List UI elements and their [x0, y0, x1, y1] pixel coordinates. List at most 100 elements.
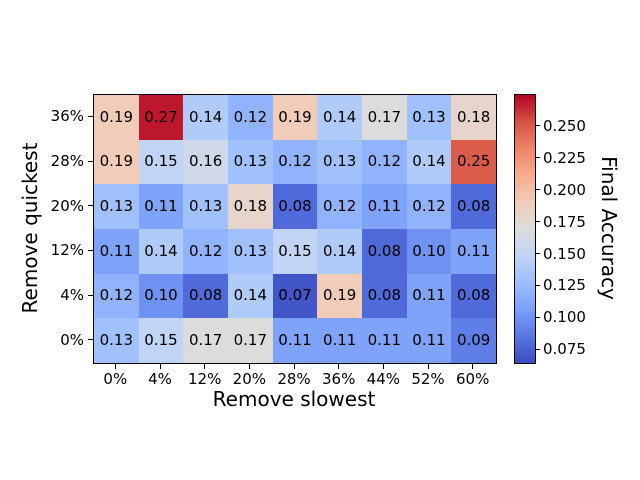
x-tick-label: 4% — [148, 370, 172, 388]
tick-mark — [536, 157, 540, 159]
x-tick-label: 60% — [455, 370, 490, 388]
heatmap-cell: 0.11 — [406, 318, 452, 363]
heatmap-cell: 0.11 — [317, 318, 362, 363]
heatmap-cell: 0.12 — [94, 273, 139, 319]
y-tick-label: 28% — [50, 152, 84, 170]
tick-mark — [382, 364, 384, 369]
heatmap-cell: 0.14 — [317, 229, 362, 274]
tick-mark — [427, 364, 429, 369]
heatmap-cell: 0.11 — [362, 184, 407, 229]
heatmap-plot: 0.19 0.27 0.14 0.12 0.19 0.14 0.17 0.13 0.18 0.19… — [93, 94, 497, 364]
heatmap-cell: 0.12 — [272, 139, 318, 185]
heatmap-cell: 0.13 — [228, 139, 273, 185]
tick-mark — [88, 115, 93, 117]
tick-mark — [159, 364, 161, 369]
tick-mark — [293, 364, 295, 369]
heatmap-cell: 0.19 — [94, 139, 139, 185]
heatmap-cell: 0.12 — [406, 184, 452, 229]
heatmap-cell: 0.08 — [183, 273, 228, 319]
heatmap-cell: 0.08 — [451, 184, 496, 229]
tick-mark — [536, 125, 540, 127]
heatmap-cell: 0.11 — [138, 184, 184, 229]
heatmap-cell: 0.08 — [362, 229, 407, 274]
tick-mark — [338, 364, 340, 369]
heatmap-cell: 0.11 — [362, 318, 407, 363]
colorbar-tick-label: 0.200 — [543, 180, 586, 199]
tick-mark — [88, 339, 93, 341]
heatmap-cell: 0.12 — [362, 139, 407, 185]
heatmap-cell: 0.19 — [94, 95, 139, 140]
heatmap-cell: 0.12 — [228, 95, 273, 140]
tick-mark — [536, 316, 540, 318]
heatmap-cell: 0.25 — [451, 139, 496, 185]
heatmap-cell: 0.13 — [317, 139, 362, 185]
heatmap-cell: 0.13 — [406, 95, 452, 140]
heatmap-cell: 0.17 — [183, 318, 228, 363]
tick-mark — [248, 364, 250, 369]
heatmap-cell: 0.15 — [138, 139, 184, 185]
heatmap-cell: 0.18 — [451, 95, 496, 140]
tick-mark — [536, 189, 540, 191]
colorbar-tick-label: 0.175 — [543, 212, 586, 231]
colorbar-tick-label: 0.100 — [543, 308, 586, 327]
heatmap-cell: 0.18 — [228, 184, 273, 229]
tick-mark — [114, 364, 116, 369]
y-tick-label: 4% — [60, 286, 84, 304]
x-tick-label: 0% — [103, 370, 128, 388]
heatmap-cell: 0.12 — [183, 229, 228, 274]
heatmap-cell: 0.19 — [317, 273, 362, 319]
tick-mark — [88, 294, 93, 296]
heatmap-cell: 0.15 — [272, 229, 318, 274]
tick-mark — [88, 249, 93, 251]
x-tick-label: 28% — [277, 370, 311, 388]
colorbar-tick-label: 0.250 — [543, 116, 586, 135]
tick-mark — [536, 284, 540, 286]
tick-mark — [472, 364, 474, 369]
heatmap-cell: 0.07 — [272, 273, 318, 319]
heatmap-cell: 0.17 — [228, 318, 273, 363]
heatmap-cell: 0.09 — [451, 318, 496, 363]
heatmap-cell: 0.19 — [272, 95, 318, 140]
tick-mark — [88, 160, 93, 162]
tick-mark — [536, 253, 540, 255]
heatmap-cell: 0.08 — [362, 273, 407, 319]
heatmap-cell: 0.11 — [94, 229, 139, 274]
tick-mark — [204, 364, 206, 369]
x-axis-label: Remove slowest — [212, 387, 376, 411]
y-axis-label: Remove quickest — [18, 142, 42, 314]
colorbar-tick-label: 0.125 — [543, 276, 586, 295]
heatmap-cell: 0.14 — [228, 273, 273, 319]
x-tick-label: 44% — [366, 370, 400, 388]
y-tick-label: 36% — [50, 107, 84, 126]
tick-mark — [536, 348, 540, 350]
colorbar — [514, 94, 536, 364]
heatmap-cell: 0.08 — [451, 273, 496, 319]
heatmap-cell: 0.11 — [272, 318, 318, 363]
x-tick-label: 52% — [411, 370, 445, 388]
heatmap-cell: 0.08 — [272, 184, 318, 229]
heatmap-cell: 0.14 — [183, 95, 228, 140]
heatmap-cell: 0.13 — [94, 184, 139, 229]
x-tick-label: 20% — [232, 370, 266, 388]
colorbar-tick-label: 0.150 — [543, 244, 586, 263]
heatmap-cell: 0.15 — [138, 318, 184, 363]
y-tick-label: 0% — [60, 330, 84, 349]
heatmap-cell: 0.27 — [138, 95, 184, 140]
heatmap-cell: 0.14 — [406, 139, 452, 185]
heatmap-cell: 0.11 — [406, 273, 452, 319]
heatmap-cell: 0.10 — [138, 273, 184, 319]
heatmap-cell: 0.13 — [228, 229, 273, 274]
heatmap-cell: 0.10 — [406, 229, 452, 274]
y-tick-label: 12% — [50, 241, 84, 260]
x-tick-label: 36% — [321, 370, 356, 388]
heatmap-cell: 0.14 — [138, 229, 184, 274]
tick-mark — [88, 205, 93, 207]
heatmap-cell: 0.13 — [183, 184, 228, 229]
heatmap-cell: 0.11 — [451, 229, 496, 274]
heatmap-cell: 0.17 — [362, 95, 407, 140]
colorbar-tick-label: 0.075 — [543, 340, 586, 359]
heatmap-cell: 0.12 — [317, 184, 362, 229]
y-tick-label: 20% — [50, 196, 84, 215]
x-tick-label: 12% — [187, 370, 222, 388]
